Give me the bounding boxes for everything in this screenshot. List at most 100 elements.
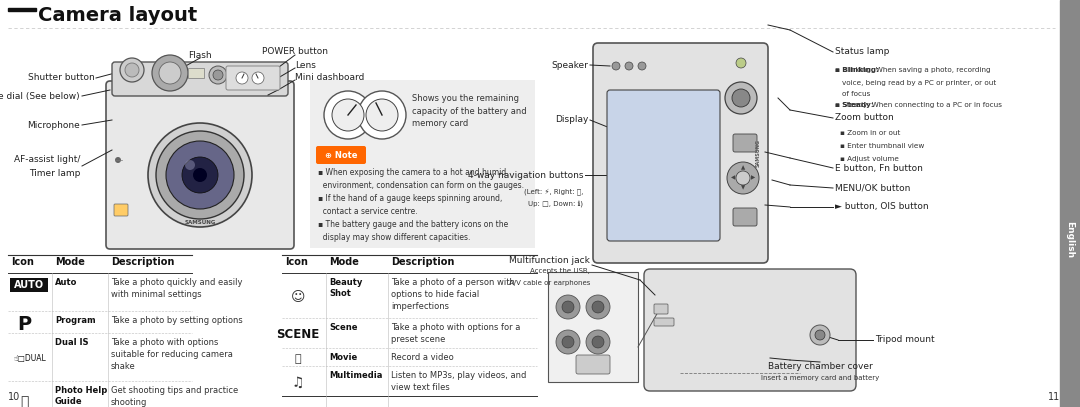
FancyBboxPatch shape xyxy=(112,62,288,96)
Text: ▼: ▼ xyxy=(741,186,745,190)
Text: AF-assist light/: AF-assist light/ xyxy=(14,155,80,164)
Text: A/V cable or earphones: A/V cable or earphones xyxy=(509,280,590,286)
Circle shape xyxy=(562,336,573,348)
Text: Description: Description xyxy=(391,257,455,267)
FancyBboxPatch shape xyxy=(733,134,757,152)
Text: Up: □, Down: ℹ): Up: □, Down: ℹ) xyxy=(528,200,583,207)
Circle shape xyxy=(810,325,831,345)
Text: Get shooting tips and practice
shooting: Get shooting tips and practice shooting xyxy=(111,386,239,407)
Bar xyxy=(10,278,48,292)
Text: 10: 10 xyxy=(8,392,21,402)
Text: Take a photo with options
suitable for reducing camera
shake: Take a photo with options suitable for r… xyxy=(111,338,233,371)
Text: ▪ Adjust volume: ▪ Adjust volume xyxy=(840,156,899,162)
Text: Mode: Mode xyxy=(55,257,85,267)
Text: Lens: Lens xyxy=(295,61,315,70)
Text: Mode: Mode xyxy=(329,257,359,267)
Text: Listen to MP3s, play videos, and
view text files: Listen to MP3s, play videos, and view te… xyxy=(391,371,526,392)
FancyBboxPatch shape xyxy=(114,204,129,216)
Text: ▪ Enter thumbnail view: ▪ Enter thumbnail view xyxy=(840,143,924,149)
Text: Tripod mount: Tripod mount xyxy=(875,335,934,344)
Text: Timer lamp: Timer lamp xyxy=(29,168,80,177)
Text: Photo Help
Guide: Photo Help Guide xyxy=(55,386,107,406)
Circle shape xyxy=(612,62,620,70)
Circle shape xyxy=(156,131,244,219)
Circle shape xyxy=(735,58,746,68)
Text: SAMSUNG: SAMSUNG xyxy=(756,139,761,167)
Text: Icon: Icon xyxy=(285,257,308,267)
Text: contact a service centre.: contact a service centre. xyxy=(318,207,418,216)
Text: Shows you the remaining
capacity of the battery and
memory card: Shows you the remaining capacity of the … xyxy=(411,94,527,128)
Text: ▪ Steady: When connecting to a PC or in focus: ▪ Steady: When connecting to a PC or in … xyxy=(835,102,1002,108)
Text: Battery chamber cover: Battery chamber cover xyxy=(768,362,873,371)
Text: ▶: ▶ xyxy=(751,175,755,180)
Text: English: English xyxy=(1066,221,1075,258)
Text: display may show different capacities.: display may show different capacities. xyxy=(318,233,471,242)
Text: AUTO: AUTO xyxy=(14,280,44,290)
Text: Multifunction jack: Multifunction jack xyxy=(509,256,590,265)
Text: ⹌: ⹌ xyxy=(19,395,28,407)
Text: 🎥: 🎥 xyxy=(295,354,301,364)
Text: Program: Program xyxy=(55,316,96,325)
FancyBboxPatch shape xyxy=(316,146,366,164)
Text: Dual IS: Dual IS xyxy=(55,338,89,347)
Text: Display: Display xyxy=(555,116,588,125)
Text: ▪ Blinking:: ▪ Blinking: xyxy=(835,67,879,73)
Circle shape xyxy=(324,91,372,139)
Text: P: P xyxy=(17,315,31,333)
FancyBboxPatch shape xyxy=(106,81,294,249)
Text: Accepts the USB,: Accepts the USB, xyxy=(530,268,590,274)
Text: of focus: of focus xyxy=(842,91,870,97)
Circle shape xyxy=(592,301,604,313)
Text: Take a photo quickly and easily
with minimal settings: Take a photo quickly and easily with min… xyxy=(111,278,243,299)
Circle shape xyxy=(213,70,222,80)
Circle shape xyxy=(625,62,633,70)
Circle shape xyxy=(562,301,573,313)
Text: Beauty
Shot: Beauty Shot xyxy=(329,278,363,298)
Text: Camera layout: Camera layout xyxy=(38,6,198,25)
Bar xyxy=(1059,0,1080,407)
Text: Scene: Scene xyxy=(329,323,357,332)
Bar xyxy=(188,68,204,78)
Text: Take a photo of a person with
options to hide facial
imperfections: Take a photo of a person with options to… xyxy=(391,278,515,311)
Circle shape xyxy=(252,72,264,84)
Circle shape xyxy=(237,72,248,84)
Circle shape xyxy=(727,162,759,194)
Circle shape xyxy=(185,160,195,170)
Text: ▪ Zoom in or out: ▪ Zoom in or out xyxy=(840,130,901,136)
Text: ♫: ♫ xyxy=(292,376,305,390)
Text: Mode dial (See below): Mode dial (See below) xyxy=(0,92,80,101)
Circle shape xyxy=(732,89,750,107)
Circle shape xyxy=(735,171,750,185)
Circle shape xyxy=(366,99,399,131)
FancyBboxPatch shape xyxy=(733,208,757,226)
FancyBboxPatch shape xyxy=(654,318,674,326)
Text: ☺: ☺ xyxy=(291,290,306,304)
Circle shape xyxy=(725,82,757,114)
Circle shape xyxy=(114,157,121,163)
Text: Shutter button: Shutter button xyxy=(28,74,95,83)
Circle shape xyxy=(357,91,406,139)
Circle shape xyxy=(193,168,207,182)
Circle shape xyxy=(586,330,610,354)
Circle shape xyxy=(152,55,188,91)
Text: Take a photo with options for a
preset scene: Take a photo with options for a preset s… xyxy=(391,323,521,344)
Circle shape xyxy=(258,68,272,82)
Bar xyxy=(548,272,638,382)
Text: ◀: ◀ xyxy=(731,175,735,180)
Text: Icon: Icon xyxy=(11,257,33,267)
Text: 11: 11 xyxy=(1048,392,1059,402)
Text: ⊕ Note: ⊕ Note xyxy=(325,151,357,160)
Text: Description: Description xyxy=(111,257,174,267)
FancyBboxPatch shape xyxy=(593,43,768,263)
Text: (Left: ⚡, Right: ⏰,: (Left: ⚡, Right: ⏰, xyxy=(524,188,583,195)
Text: Microphone: Microphone xyxy=(27,120,80,129)
Text: ☝□DUAL: ☝□DUAL xyxy=(13,354,45,363)
Circle shape xyxy=(332,99,364,131)
Bar xyxy=(8,8,36,11)
Text: MENU/OK button: MENU/OK button xyxy=(835,184,910,193)
Bar xyxy=(310,80,535,248)
Text: Movie: Movie xyxy=(329,353,357,362)
Circle shape xyxy=(592,336,604,348)
FancyBboxPatch shape xyxy=(644,269,856,391)
Text: ▪ When exposing the camera to a hot and humid: ▪ When exposing the camera to a hot and … xyxy=(318,168,507,177)
